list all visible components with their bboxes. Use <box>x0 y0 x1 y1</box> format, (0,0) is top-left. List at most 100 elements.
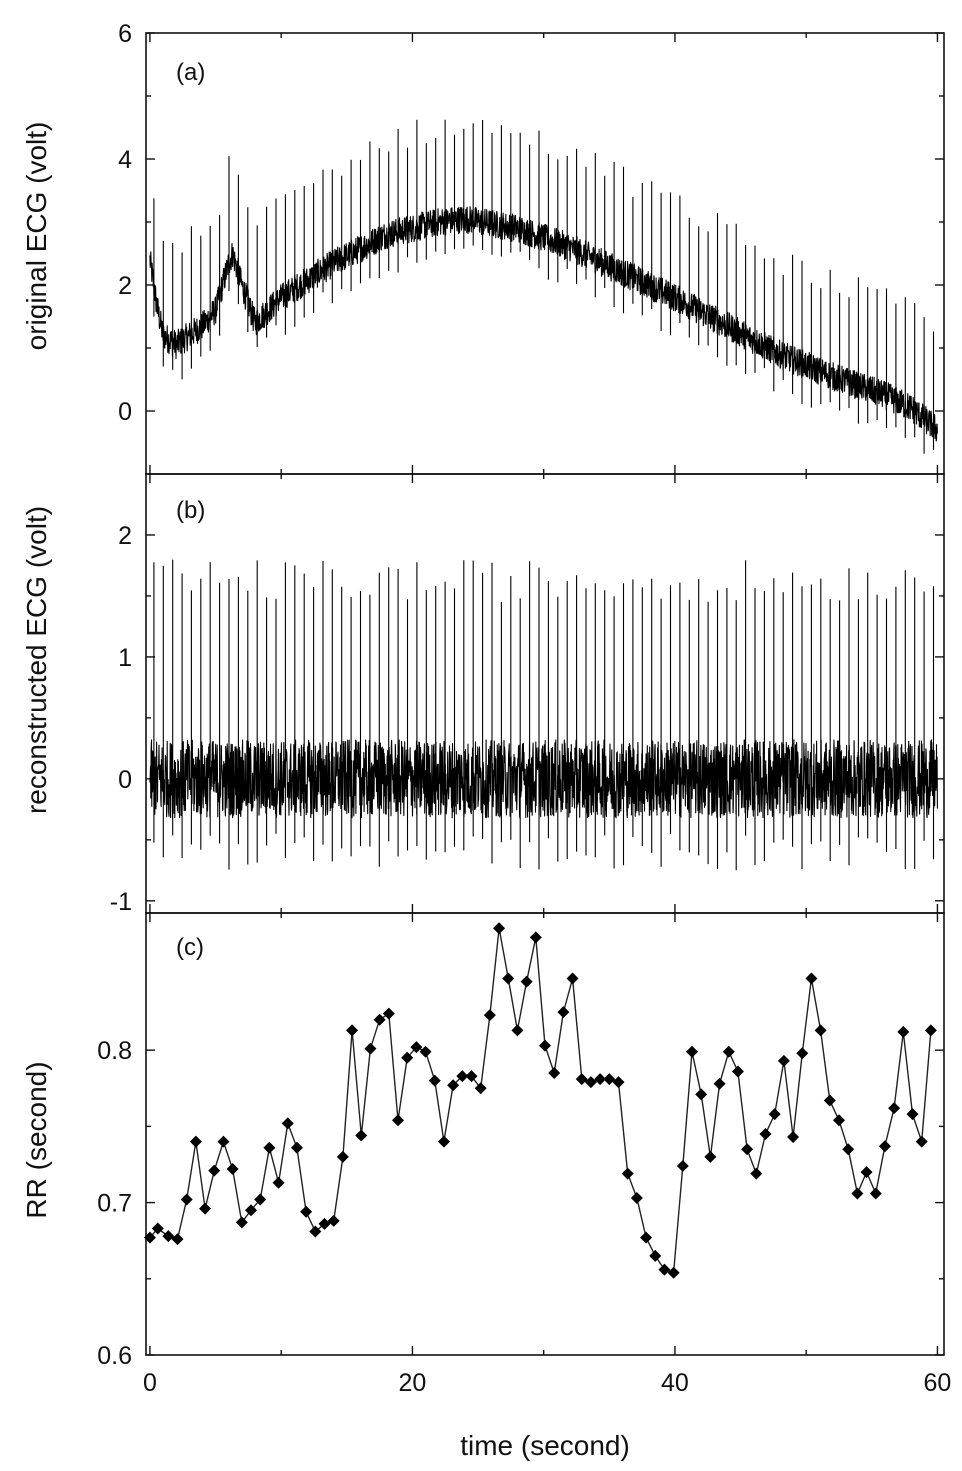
rr-point <box>355 1129 368 1142</box>
rr-point <box>603 1073 616 1086</box>
data-traces <box>143 119 938 1279</box>
rr-point <box>410 1041 423 1054</box>
rr-point <box>401 1051 414 1064</box>
panel-c-frame <box>145 912 945 1356</box>
panel-a-frame <box>145 32 945 475</box>
rr-point <box>851 1187 864 1200</box>
rr-point <box>741 1143 754 1156</box>
rr-point <box>584 1076 597 1089</box>
x-tick-label: 0 <box>143 1369 157 1397</box>
axis-ticks: 0 2 4 6 -1 0 1 2 0.6 0.7 0.8 0 20 40 60 <box>97 20 951 1397</box>
rr-point <box>300 1205 313 1218</box>
rr-point <box>888 1102 901 1115</box>
y-tick-label: 0.8 <box>97 1037 132 1065</box>
rr-point <box>915 1135 928 1148</box>
panel-b-frame <box>145 473 945 914</box>
y-tick-label: 0.7 <box>97 1190 132 1218</box>
rr-point <box>520 975 533 988</box>
y-tick-label: 0.6 <box>97 1342 132 1370</box>
rr-point <box>897 1025 910 1038</box>
rr-series-line <box>149 928 932 1274</box>
rr-point <box>263 1141 276 1154</box>
rr-point <box>869 1187 882 1200</box>
rr-point <box>713 1077 726 1090</box>
rr-point <box>272 1176 285 1189</box>
panel-b-label: (b) <box>176 497 205 524</box>
panel-c-ylabel: RR (second) <box>21 1061 52 1218</box>
rr-point <box>336 1150 349 1163</box>
rr-point <box>539 1039 551 1052</box>
panel-a-ylabel: original ECG (volt) <box>21 122 52 351</box>
rr-point <box>493 922 506 935</box>
rr-point <box>419 1045 432 1058</box>
rr-point <box>437 1135 450 1148</box>
rr-point <box>281 1117 294 1130</box>
rr-point <box>640 1231 653 1244</box>
rr-point <box>621 1167 634 1180</box>
y-tick-label: 2 <box>118 272 132 300</box>
rr-point <box>346 1024 359 1037</box>
rr-point <box>171 1233 184 1246</box>
rr-point <box>290 1141 303 1154</box>
rr-point <box>309 1225 322 1238</box>
y-tick-label: 2 <box>118 522 132 550</box>
original-ecg-r-peaks <box>153 119 935 454</box>
rr-point <box>392 1114 404 1127</box>
reconstructed-ecg-r-peaks <box>153 559 935 871</box>
x-axis-title: time (second) <box>460 1430 630 1461</box>
rr-point <box>373 1013 386 1026</box>
rr-point <box>612 1076 625 1089</box>
rr-point <box>180 1193 193 1206</box>
rr-point <box>189 1135 202 1148</box>
rr-point <box>768 1108 781 1121</box>
panel-c-label: (c) <box>176 934 204 961</box>
rr-point <box>151 1222 164 1235</box>
y-tick-label: 4 <box>118 146 132 174</box>
rr-point <box>318 1217 331 1230</box>
rr-point <box>676 1160 689 1173</box>
rr-point <box>658 1263 671 1276</box>
reconstructed-ecg-noise-band <box>149 739 938 819</box>
y-tick-label: 0 <box>118 766 132 794</box>
rr-point <box>695 1088 708 1101</box>
rr-point <box>474 1082 487 1095</box>
rr-point <box>667 1266 680 1279</box>
rr-point <box>594 1073 607 1086</box>
rr-point <box>162 1230 175 1243</box>
rr-point <box>906 1108 919 1121</box>
rr-point <box>235 1216 248 1229</box>
rr-point <box>842 1143 855 1156</box>
rr-point <box>199 1202 212 1215</box>
rr-point <box>245 1204 257 1217</box>
rr-point <box>511 1024 524 1037</box>
rr-point <box>456 1070 469 1083</box>
rr-point <box>557 1006 570 1019</box>
x-tick-label: 60 <box>924 1369 952 1397</box>
rr-point <box>777 1054 790 1067</box>
rr-point <box>722 1045 735 1058</box>
rr-point <box>548 1067 561 1080</box>
rr-point <box>254 1193 267 1206</box>
rr-point <box>787 1131 800 1144</box>
rr-point <box>731 1065 744 1078</box>
rr-points <box>143 922 937 1279</box>
x-tick-label: 40 <box>661 1369 689 1397</box>
rr-point <box>566 972 579 985</box>
rr-point <box>364 1042 377 1055</box>
rr-point <box>226 1163 239 1176</box>
rr-point <box>750 1167 763 1180</box>
rr-point <box>860 1166 873 1179</box>
rr-point <box>428 1074 441 1087</box>
rr-point <box>805 972 818 985</box>
y-tick-label: -1 <box>110 888 132 916</box>
rr-point <box>208 1164 221 1177</box>
rr-point <box>217 1135 230 1148</box>
panel-a-label: (a) <box>176 59 205 86</box>
rr-point <box>529 931 542 944</box>
rr-point <box>483 1009 496 1022</box>
x-tick-label: 20 <box>399 1369 427 1397</box>
y-tick-label: 0 <box>118 398 132 426</box>
rr-point <box>447 1079 460 1092</box>
rr-point <box>823 1094 836 1107</box>
